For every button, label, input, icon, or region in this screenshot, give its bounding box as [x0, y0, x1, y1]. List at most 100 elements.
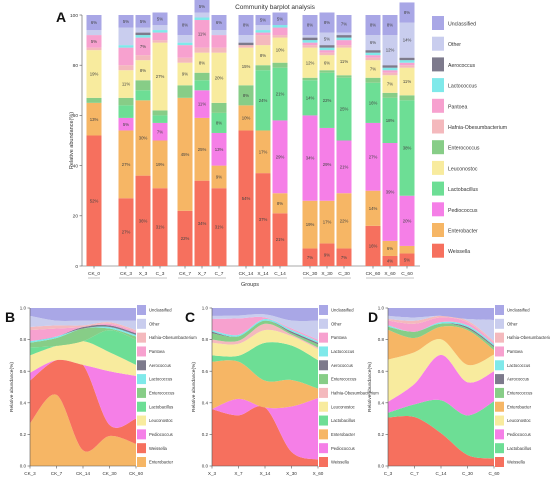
- y-tick-label-b: 0.6: [20, 369, 27, 374]
- data-label-pediococcus: 13%: [215, 147, 224, 152]
- bar-enterococcus-ck-7: [177, 85, 193, 98]
- bar-enterococcus-x-3: [135, 80, 151, 91]
- legend-label-pediococcus-b: Pediococcus: [149, 432, 173, 437]
- bar-enterococcus-x-7: [194, 72, 210, 81]
- legend-label-other-c: Other: [331, 321, 342, 326]
- bar-unclassified-x-3: [135, 15, 151, 28]
- legend-swatch-unclassified-c: [319, 305, 328, 315]
- y-tick-label-b: 0.0: [20, 464, 27, 469]
- area-unclassified-c: [212, 308, 318, 322]
- area-leuconostoc-b: [30, 340, 136, 376]
- data-label-unclassified: 5%: [277, 16, 283, 21]
- data-label-lactobacillus: 16%: [369, 100, 378, 105]
- x-tick-label-c-7: C_7: [410, 471, 419, 476]
- legend-swatch-hafnia-obesumbacterium-c: [319, 387, 328, 398]
- area-enterococcus-b: [30, 327, 136, 348]
- bar-pediococcus-c-60: [399, 195, 415, 246]
- data-label-enterobacter: 10%: [242, 116, 251, 121]
- bar-pediococcus-c-30: [336, 140, 352, 194]
- bar-unclassified-ck-30: [302, 15, 318, 36]
- x-tick-label-c-60: C_60: [489, 471, 500, 476]
- legend-label-weissella-b: Weissella: [149, 446, 168, 451]
- data-label-lactobacillus: 25%: [340, 107, 349, 112]
- area-lactobacillus-c: [212, 342, 318, 389]
- legend-swatch-lactobacillus-b: [137, 401, 146, 412]
- bar-hafnia-obesumbacterium-c-30: [336, 45, 352, 48]
- bar-aerococcus-x-3: [135, 32, 151, 36]
- bar-unclassified-ck-3: [118, 15, 134, 28]
- legend-swatch-enterobacter-b: [137, 457, 146, 467]
- data-label-weissella: 31%: [156, 225, 165, 230]
- bar-unclassified-c-14: [272, 12, 288, 26]
- bar-hafnia-obesumbacterium-ck-0: [86, 47, 102, 51]
- legend-label-lactococcus-b: Lactococcus: [149, 377, 172, 382]
- bar-hafnia-obesumbacterium-c-60: [399, 65, 415, 68]
- bar-other-c-60: [399, 22, 415, 58]
- bar-other-ck-7: [177, 35, 193, 43]
- bar-pediococcus-x-7: [194, 90, 210, 118]
- data-label-pediococcus: 11%: [198, 102, 206, 107]
- data-label-enterobacter: 6%: [387, 246, 393, 251]
- bar-leuconostoc-c-7: [211, 52, 227, 103]
- legend-swatch-hafnia-obesumbacterium-d: [495, 332, 504, 343]
- data-label-lactobacillus: 21%: [276, 92, 285, 97]
- panel-label-c: C: [185, 309, 195, 325]
- data-label-weissella: 36%: [139, 218, 148, 223]
- bar-enterobacter-c-14: [272, 193, 288, 214]
- area-pediococcus-d: [388, 354, 494, 416]
- data-label-unclassified: 6%: [91, 20, 97, 25]
- bar-unclassified-x-30: [319, 12, 335, 33]
- y-axis-label-a: Relative abundance(%): [69, 112, 75, 169]
- x-tick-label-x-7: X_7: [198, 271, 207, 277]
- legend-swatch-pediococcus-c: [319, 443, 328, 454]
- data-label-pantoea: 7%: [140, 44, 146, 49]
- x-tick-label-x-60: X_60: [384, 271, 396, 277]
- y-tick-label-b: 1.0: [20, 306, 27, 311]
- data-label-pediococcus: 21%: [340, 164, 349, 169]
- data-label-enterobacter: 9%: [216, 174, 222, 179]
- bar-enterobacter-ck-14: [238, 105, 254, 131]
- panel-label-a: A: [56, 9, 66, 25]
- bar-lactobacillus-ck-60: [365, 82, 381, 123]
- data-label-enterobacter: 22%: [340, 218, 349, 223]
- bar-hafnia-obesumbacterium-x-60: [382, 72, 398, 76]
- data-label-leuconostoc: 11%: [403, 79, 411, 84]
- bar-pantoea-ck-7: [177, 45, 193, 58]
- legend-label-enterococcus-d: Enterococcus: [507, 391, 532, 396]
- y-tick-label-d: 0.0: [378, 464, 385, 469]
- legend-swatch-other-d: [495, 318, 504, 329]
- bar-weissella-ck-60: [365, 225, 381, 266]
- data-label-leuconostoc: 9%: [182, 72, 188, 77]
- bar-unclassified-ck-60: [365, 15, 381, 36]
- data-label-leuconostoc: 7%: [387, 82, 393, 87]
- bar-hafnia-obesumbacterium-c-14: [272, 35, 288, 38]
- legend-label-other-d: Other: [507, 321, 518, 326]
- area-other-b: [30, 315, 136, 331]
- bar-pantoea-c-60: [399, 62, 415, 66]
- y-tick-label-a: 0: [75, 264, 78, 270]
- bar-enterococcus-ck-3: [118, 97, 134, 106]
- y-tick-label-a: 80: [73, 63, 79, 69]
- bar-enterococcus-x-14: [255, 65, 271, 71]
- bar-enterococcus-c-60: [399, 95, 415, 101]
- legend-label-unclassified-c: Unclassified: [331, 308, 354, 313]
- bar-aerococcus-ck-30: [302, 37, 318, 41]
- bar-lactobacillus-x-30: [319, 72, 335, 128]
- legend-label-hafnia-obesumbacterium-c: Hafnia-Obesumbacterium: [331, 391, 379, 396]
- bar-lactococcus-ck-60: [365, 52, 381, 56]
- bar-pediococcus-c-14: [272, 120, 288, 194]
- bar-other-c-30: [336, 32, 352, 36]
- area-lactococcus-b: [30, 326, 136, 343]
- bar-aerococcus-x-60: [382, 65, 398, 68]
- data-label-enterobacter: 27%: [122, 162, 131, 167]
- legend-label-hafnia-obesumbacterium-d: Hafnia-Obesumbacterium: [507, 335, 550, 340]
- legend-label-lactobacillus-c: Lactobacillus: [331, 418, 355, 423]
- legend-label-leuconostoc-c: Leuconostoc: [331, 404, 355, 409]
- bar-hafnia-obesumbacterium-ck-14: [238, 45, 254, 48]
- bar-other-x-60: [382, 35, 398, 66]
- bar-hafnia-obesumbacterium-x-3: [135, 55, 151, 61]
- legend-label-hafnia-obesumbacterium: Hafnia-Obesumbacterium: [448, 125, 507, 131]
- data-label-leuconostoc: 15%: [242, 64, 251, 69]
- area-pantoea-c: [212, 316, 318, 342]
- area-other-c: [212, 314, 318, 340]
